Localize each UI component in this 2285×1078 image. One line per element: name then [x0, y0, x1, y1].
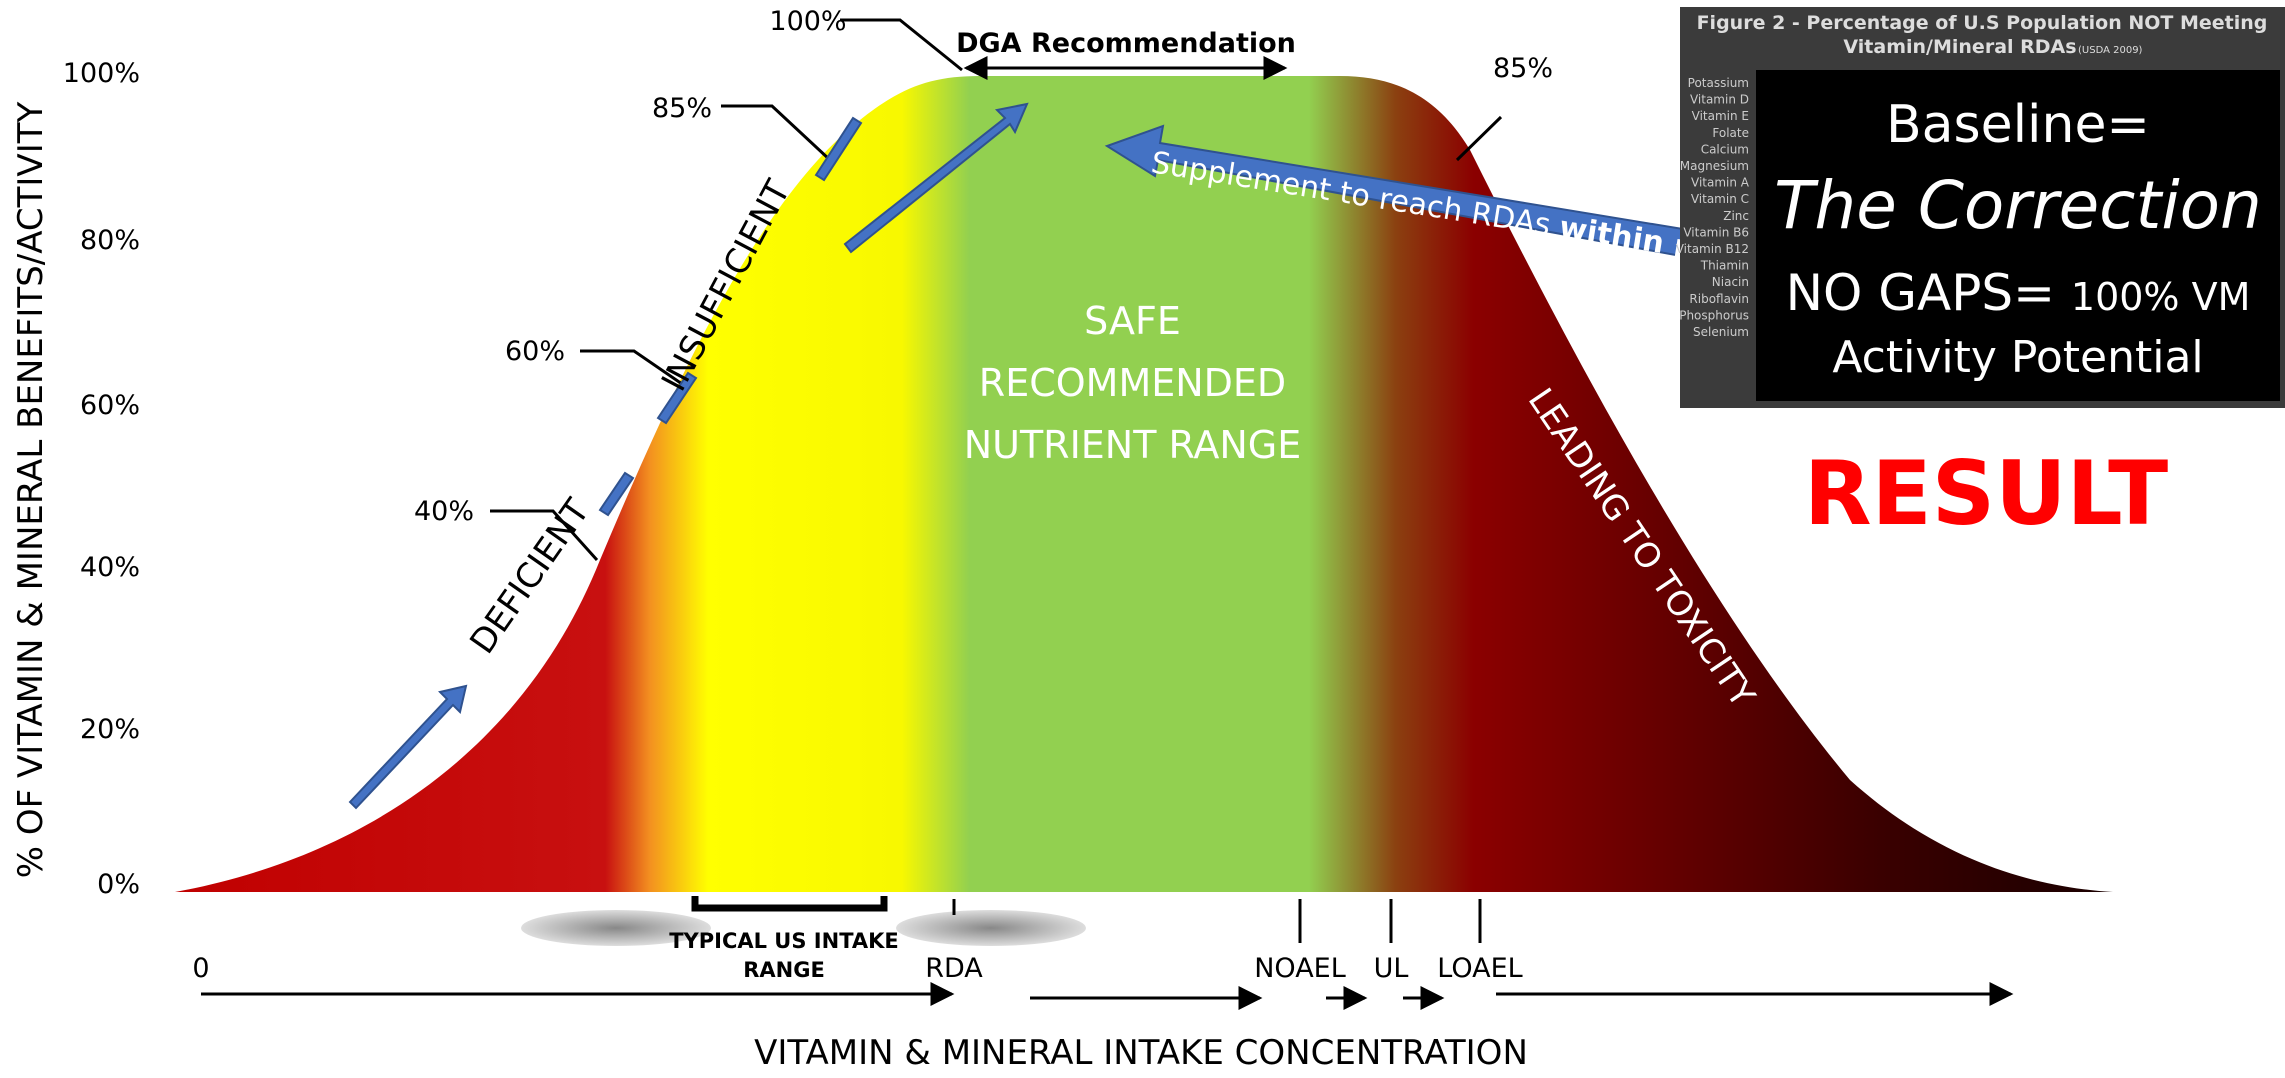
- x-marker-label: UL: [1374, 953, 1409, 984]
- range-label: RANGE: [743, 958, 825, 982]
- shadow: [896, 910, 1086, 946]
- nutrient-label: Vitamin D: [1690, 93, 1749, 107]
- callout: 60%: [505, 336, 565, 367]
- callout: 85%: [652, 93, 712, 124]
- range-bracket: [695, 896, 884, 908]
- figure-source: (USDA 2009): [2078, 45, 2143, 56]
- safe-zone: SAFE RECOMMENDED NUTRIENT RANGE: [940, 290, 1325, 550]
- page: % OF VITAMIN & MINERAL BENEFITS/ACTIVITY…: [0, 0, 2285, 1074]
- safe-zone-label: SAFE RECOMMENDED NUTRIENT RANGE: [940, 290, 1325, 476]
- y-tick-label: 40%: [80, 552, 140, 583]
- nutrient-label: Vitamin E: [1692, 109, 1749, 123]
- result-label: RESULT: [1804, 442, 2168, 545]
- nutrient-label: Selenium: [1693, 325, 1749, 339]
- y-axis-label: % OF VITAMIN & MINERAL BENEFITS/ACTIVITY: [11, 102, 51, 879]
- y-tick-label: 0%: [97, 869, 140, 900]
- dga-label: DGA Recommendation: [956, 28, 1296, 59]
- x-axis-label: VITAMIN & MINERAL INTAKE CONCENTRATION: [754, 1033, 1528, 1073]
- box-text: Baseline=: [1886, 95, 2150, 155]
- box-text: NO GAPS=: [1786, 264, 2071, 322]
- figure-title: Figure 2 - Percentage of U.S Population …: [1697, 12, 2268, 34]
- diagram: % OF VITAMIN & MINERAL BENEFITS/ACTIVITY…: [0, 0, 2285, 1074]
- nutrient-label: Phosphorus: [1679, 308, 1749, 322]
- x-marker-label: RDA: [925, 953, 983, 984]
- nutrient-label: Zinc: [1723, 209, 1749, 223]
- y-tick-label: 20%: [80, 714, 140, 745]
- x-marker-label: 0: [192, 953, 209, 984]
- nutrient-label: Folate: [1712, 126, 1749, 140]
- nutrient-label: Magnesium: [1680, 159, 1749, 173]
- x-marker-label: NOAEL: [1254, 953, 1346, 984]
- nutrient-label: Niacin: [1712, 275, 1749, 289]
- nutrient-label: Vitamin C: [1691, 192, 1749, 206]
- intake-arrows: [201, 994, 2011, 998]
- callout: 85%: [1493, 53, 1553, 84]
- callout: 100%: [769, 6, 846, 37]
- nutrient-label: Vitamin B12: [1676, 242, 1749, 256]
- y-tick-label: 60%: [80, 390, 140, 421]
- box-text: The Correction: [1774, 167, 2262, 244]
- figure-title: Vitamin/Mineral RDAs: [1843, 36, 2076, 58]
- box-text: Activity Potential: [1832, 332, 2203, 383]
- nutrient-label: Potassium: [1688, 76, 1749, 90]
- range-label: TYPICAL US INTAKE: [669, 929, 899, 953]
- nutrient-label: Vitamin B6: [1683, 225, 1749, 239]
- callout: 40%: [414, 496, 474, 527]
- nutrient-label: Thiamin: [1700, 259, 1749, 273]
- y-tick-label: 100%: [63, 58, 140, 89]
- nutrient-label: Vitamin A: [1691, 176, 1750, 190]
- box-text: 100% VM: [2071, 275, 2251, 319]
- nutrient-label: Calcium: [1701, 142, 1749, 156]
- x-marker-label: LOAEL: [1437, 953, 1522, 984]
- y-tick-label: 80%: [80, 225, 140, 256]
- nutrient-label: Riboflavin: [1689, 292, 1749, 306]
